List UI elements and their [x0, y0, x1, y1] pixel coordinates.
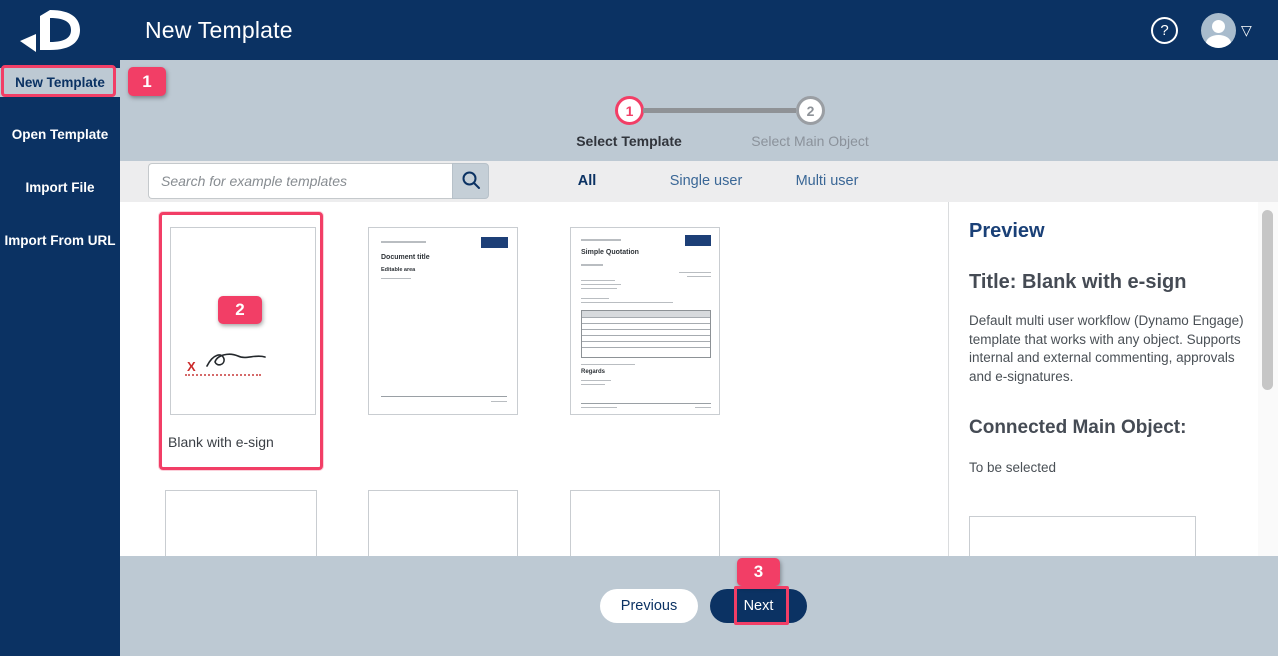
step-1-label: Select Template	[576, 133, 682, 149]
tab-multi-user[interactable]: Multi user	[795, 173, 859, 189]
step-connector	[643, 108, 796, 113]
previous-button[interactable]: Previous	[600, 589, 698, 623]
filter-bar: All Single user Multi user	[120, 161, 1278, 202]
step-2-label: Select Main Object	[751, 133, 869, 149]
user-avatar[interactable]	[1201, 13, 1236, 48]
thumb-doc-title: Simple Quotation	[581, 249, 639, 256]
annotation-badge-2: 2	[218, 296, 262, 324]
sidebar-item-import-from-url[interactable]: Import From URL	[4, 233, 116, 248]
page-title: New Template	[145, 17, 293, 43]
tab-single-user[interactable]: Single user	[669, 173, 743, 189]
signature-line	[185, 374, 261, 376]
preview-connected-heading: Connected Main Object:	[969, 417, 1187, 438]
signature-x-mark: X	[187, 359, 196, 374]
thumb-doc-regards: Regards	[581, 369, 606, 375]
step-2-circle: 2	[796, 96, 825, 125]
sidebar: New Template Open Template Import File I…	[0, 60, 120, 656]
chevron-down-icon[interactable]: ▽	[1241, 22, 1252, 38]
next-button[interactable]: Next	[710, 589, 807, 623]
template-thumbnail-blank: Document title Editable area	[368, 227, 518, 415]
preview-connected-value: To be selected	[969, 460, 1057, 475]
preview-title: Title: Blank with e-sign	[969, 271, 1187, 293]
preview-panel: Preview Title: Blank with e-sign Default…	[948, 202, 1258, 556]
scrollbar-thumb[interactable]	[1262, 210, 1273, 390]
vertical-scrollbar[interactable]	[1258, 202, 1278, 556]
avatar-body-icon	[1206, 35, 1231, 48]
thumb-doc-subtitle: Editable area	[381, 267, 416, 273]
sidebar-item-new-template[interactable]: New Template	[0, 68, 120, 97]
template-thumbnail-row2-1[interactable]	[165, 490, 317, 556]
top-bar: New Template ? ▽	[0, 0, 1278, 60]
avatar-head-icon	[1212, 20, 1225, 33]
template-thumbnail-quotation: Simple Quotation Regards	[570, 227, 720, 415]
stepper: 1 2 Select Template Select Main Object	[120, 60, 1278, 161]
search-button[interactable]	[452, 163, 489, 199]
preview-thumbnail-box	[969, 516, 1196, 556]
signature-icon	[206, 353, 266, 367]
dynamo-logo-icon[interactable]	[14, 8, 94, 52]
search-icon	[462, 171, 480, 189]
preview-description: Default multi user workflow (Dynamo Enga…	[969, 313, 1244, 384]
help-icon[interactable]: ?	[1151, 17, 1178, 44]
template-thumbnail-esign: X	[170, 227, 316, 415]
sidebar-item-open-template[interactable]: Open Template	[11, 127, 109, 142]
annotation-badge-3: 3	[737, 558, 780, 586]
search-input[interactable]	[148, 163, 452, 199]
template-thumbnail-row2-2[interactable]	[368, 490, 518, 556]
template-grid: X Blank with e-sign Document title Edita…	[120, 202, 1278, 556]
thumb-doc-title: Document title	[381, 254, 430, 261]
step-1-circle: 1	[615, 96, 644, 125]
template-title: Blank with e-sign	[168, 434, 274, 450]
template-thumbnail-row2-3[interactable]	[570, 490, 720, 556]
annotation-badge-1: 1	[128, 67, 166, 96]
sidebar-item-import-file[interactable]: Import File	[25, 180, 95, 195]
preview-heading: Preview	[969, 220, 1045, 242]
tab-all[interactable]: All	[577, 173, 597, 189]
footer-bar: Previous Next	[120, 556, 1278, 656]
template-card-blank-with-esign[interactable]: X Blank with e-sign	[159, 212, 323, 470]
